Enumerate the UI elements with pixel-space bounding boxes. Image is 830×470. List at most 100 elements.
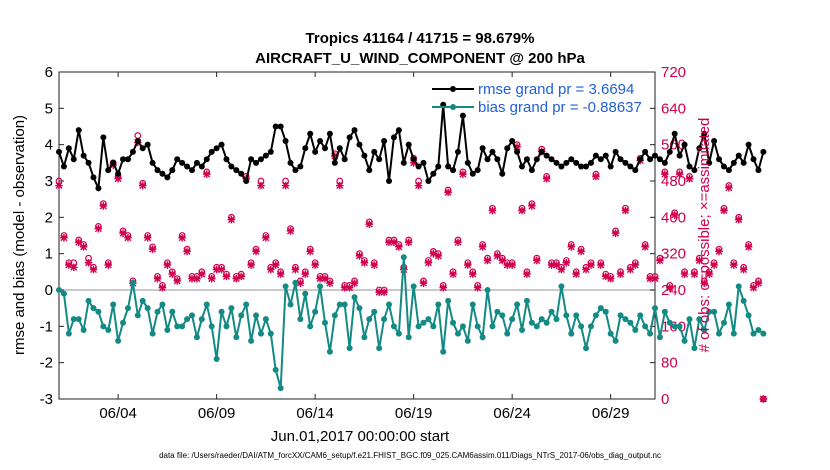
bias-point (90, 305, 97, 312)
bias-point (129, 279, 136, 286)
bias-point (297, 316, 304, 323)
assimilated-obs-marker (99, 202, 108, 210)
x-tick-label: 06/09 (198, 405, 236, 422)
rmse-point (647, 156, 654, 163)
assimilated-obs-marker (380, 288, 388, 297)
bias-point (386, 301, 393, 308)
assimilated-obs-marker (178, 233, 186, 242)
rmse-point (479, 145, 486, 152)
bias-point (637, 312, 644, 319)
legend: rmse grand pr = 3.6694 bias grand pr = -… (432, 81, 642, 116)
bias-point (65, 330, 72, 337)
assimilated-obs-marker (163, 261, 172, 269)
rmse-point (671, 130, 678, 137)
rmse-point (223, 156, 230, 163)
rmse-point (90, 174, 97, 181)
assimilated-obs-marker (754, 279, 763, 287)
bias-point (376, 345, 383, 352)
assimilated-obs-marker (247, 261, 255, 269)
assimilated-obs-marker (680, 270, 689, 278)
rmse-point (514, 148, 521, 155)
bias-point (745, 312, 752, 319)
rmse-point (134, 138, 141, 145)
rmse-point (543, 152, 550, 159)
rmse-point (395, 127, 402, 134)
rmse-point (642, 148, 649, 155)
bias-point (528, 319, 535, 326)
assimilated-obs-marker (528, 202, 536, 210)
assimilated-obs-marker (601, 272, 610, 281)
bias-point (213, 356, 220, 363)
rmse-point (184, 163, 191, 170)
rmse-point (351, 127, 358, 134)
assimilated-obs-marker (473, 283, 482, 292)
assimilated-obs-marker (262, 233, 270, 242)
bias-point (578, 323, 585, 330)
assimilated-obs-marker (439, 283, 447, 292)
rmse-point (376, 156, 383, 163)
bias-point (627, 319, 634, 326)
y-right-tick-label: 720 (661, 64, 686, 81)
rmse-point (597, 156, 604, 163)
rmse-point (248, 156, 255, 163)
rmse-point (282, 138, 289, 145)
assimilated-obs-marker (286, 227, 295, 235)
assimilated-obs-marker (202, 170, 211, 178)
rmse-point (110, 159, 117, 166)
bias-point (573, 312, 580, 319)
rmse-point (430, 170, 437, 177)
legend-marker-bias (450, 104, 456, 110)
rmse-point (366, 167, 373, 174)
bias-point (622, 316, 629, 323)
bias-point (253, 312, 260, 319)
assimilated-obs-marker (94, 224, 103, 233)
assimilated-obs-marker (675, 170, 684, 178)
rmse-point (80, 152, 87, 159)
bias-point (430, 323, 437, 330)
y-left-tick-label: -1 (40, 318, 53, 335)
y-right-tick-label: 640 (661, 100, 686, 117)
assimilated-obs-marker (749, 283, 758, 292)
assimilated-obs-marker (365, 220, 374, 228)
bias-point (450, 319, 457, 326)
assimilated-obs-marker (158, 283, 167, 292)
rmse-point (381, 138, 388, 145)
y-left-tick-label: 2 (45, 209, 53, 226)
assimilated-obs-marker (271, 261, 280, 269)
assimilated-obs-marker (626, 265, 635, 274)
assimilated-obs-marker (84, 258, 93, 267)
bias-point (139, 297, 146, 304)
assimilated-obs-marker (335, 181, 344, 190)
rmse-point (149, 159, 156, 166)
assimilated-obs-marker (641, 243, 649, 251)
assimilated-obs-marker (532, 256, 541, 265)
bias-point (479, 334, 486, 341)
bias-point (356, 305, 363, 312)
rmse-point (405, 141, 412, 148)
bias-point (720, 319, 727, 326)
rmse-point (262, 152, 269, 159)
assimilated-obs-marker (611, 229, 620, 238)
bias-point (563, 312, 570, 319)
rmse-point (253, 159, 260, 166)
rmse-point (681, 141, 688, 148)
bias-point (193, 334, 200, 341)
bias-point (494, 308, 501, 315)
bias-point (95, 308, 102, 315)
bias-point (287, 301, 294, 308)
rmse-point (272, 123, 279, 130)
rmse-point (499, 170, 506, 177)
rmse-point (711, 138, 718, 145)
assimilated-obs-marker (518, 206, 526, 215)
bias-point (371, 308, 378, 315)
bias-point (75, 316, 82, 323)
rmse-point (602, 152, 609, 159)
bias-point (282, 283, 289, 290)
rmse-point (188, 167, 195, 174)
rmse-point (100, 134, 107, 141)
bias-point (336, 301, 343, 308)
bias-point (272, 366, 279, 373)
bias-point (326, 348, 333, 355)
rmse-point (390, 134, 397, 141)
rmse-point (85, 159, 92, 166)
